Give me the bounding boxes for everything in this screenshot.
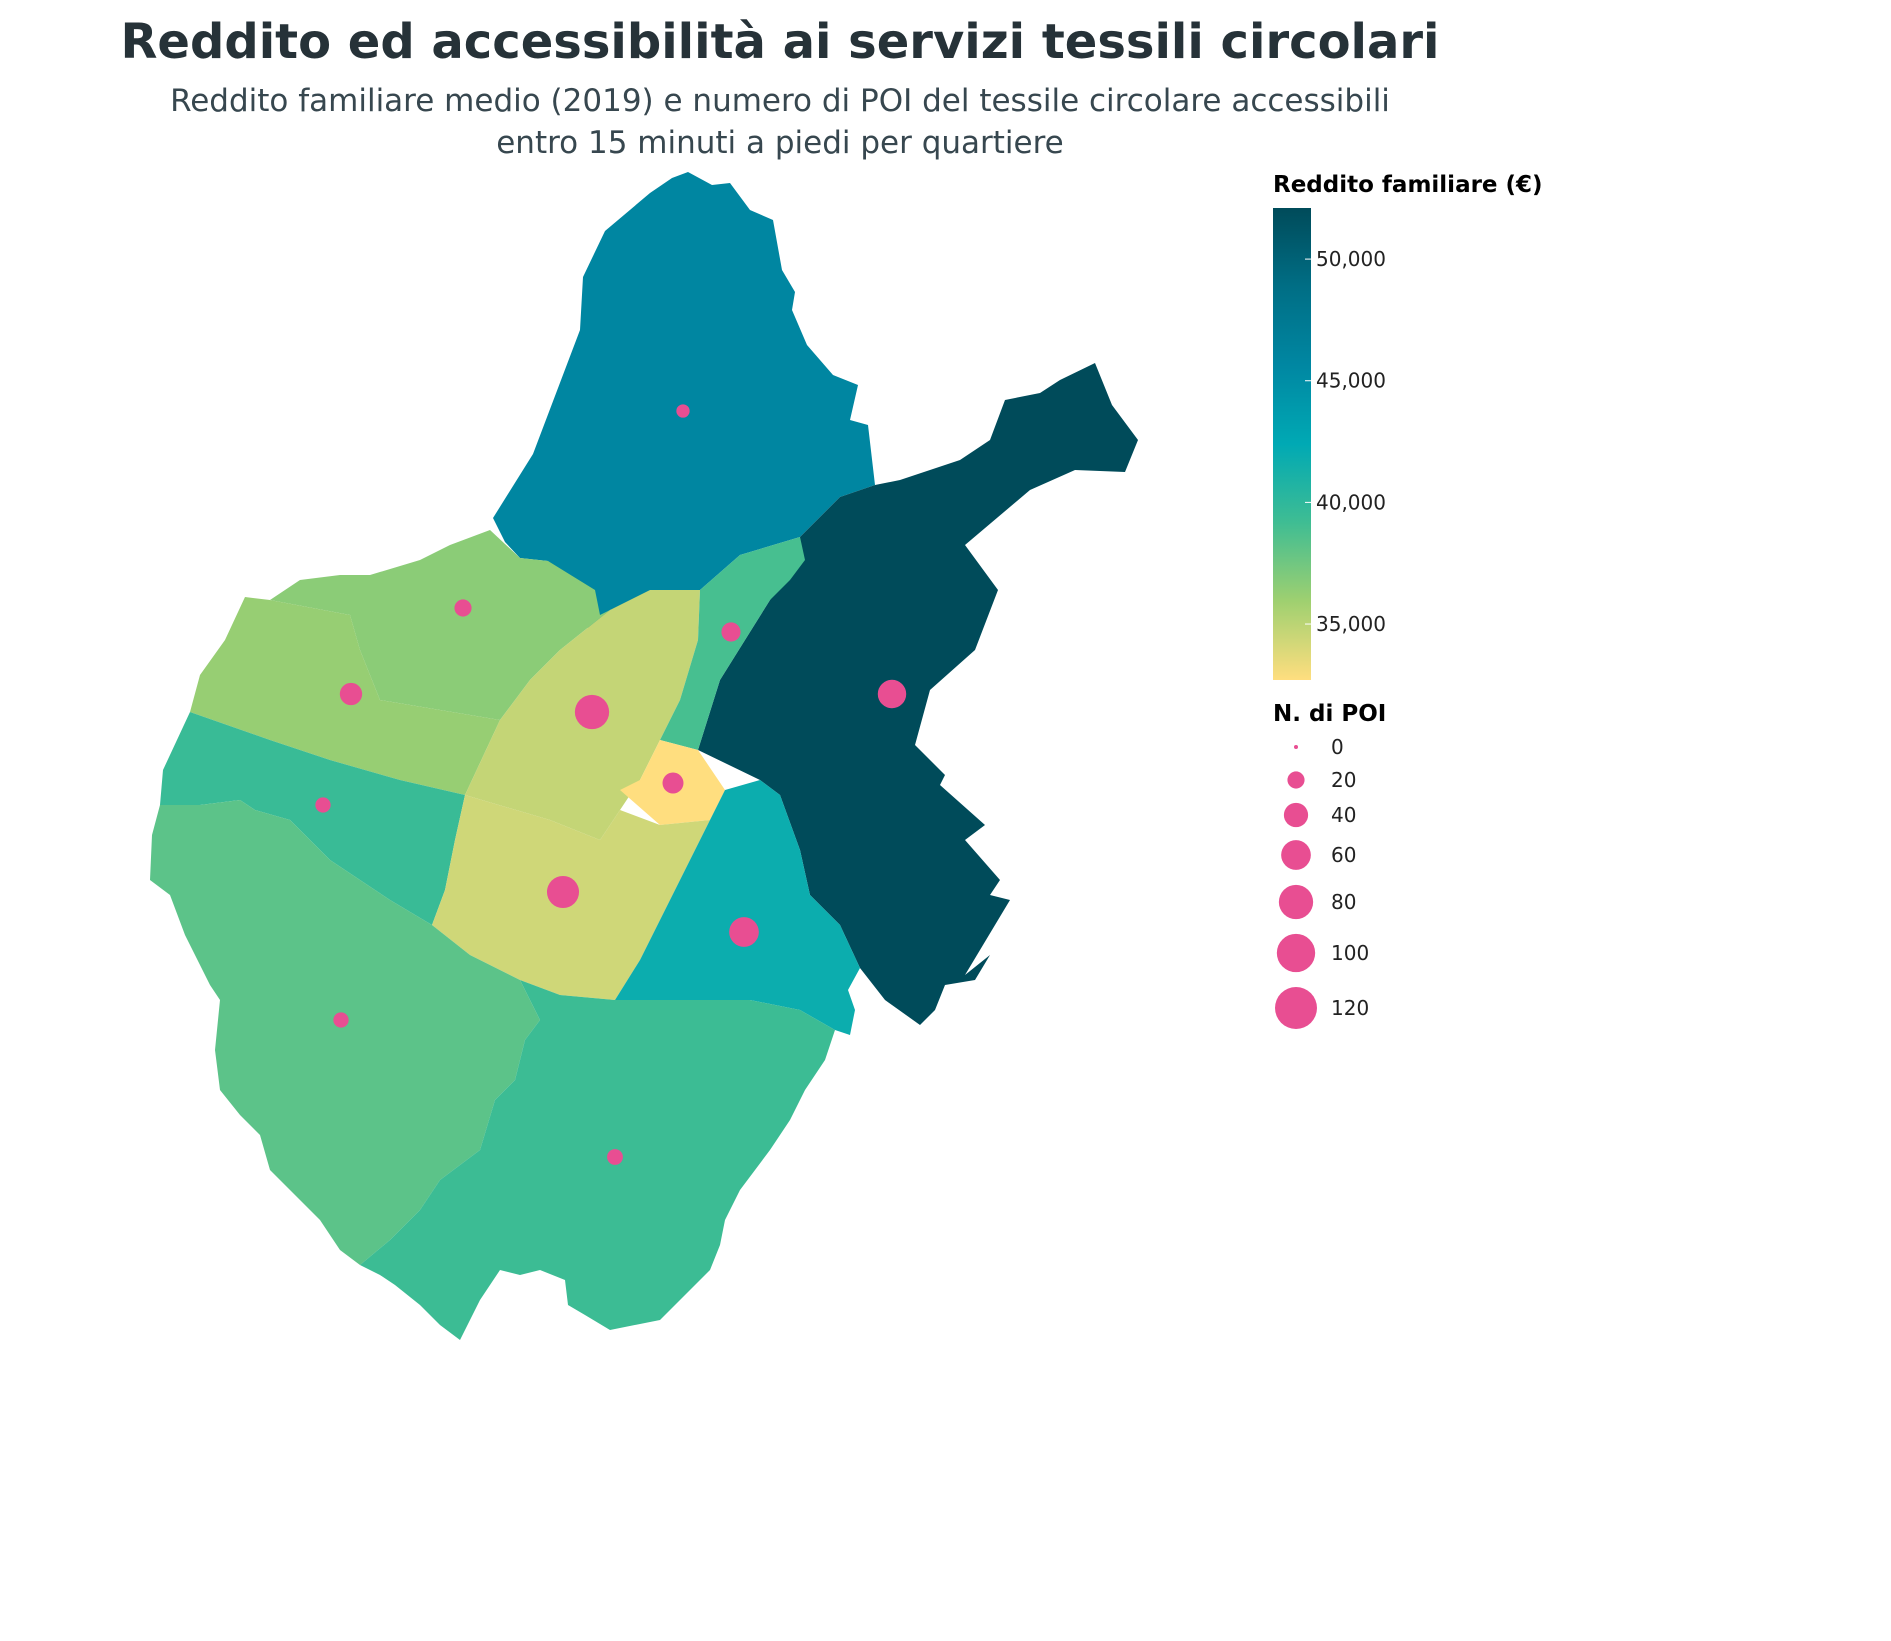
poi-legend-title: N. di POI	[1273, 701, 1386, 727]
income-tick-label: 40,000	[1316, 490, 1386, 514]
poi-legend-bubble	[1276, 933, 1316, 973]
poi-marker-center[interactable]	[662, 772, 684, 794]
poi-marker-center-north[interactable]	[574, 694, 610, 730]
poi-legend-bubble	[1281, 840, 1311, 870]
income-tick-label: 35,000	[1316, 612, 1386, 636]
poi-marker-southeast-mid[interactable]	[729, 917, 759, 947]
neighborhood-regions	[150, 172, 1138, 1340]
poi-marker-west[interactable]	[315, 797, 331, 813]
poi-marker-northwest-upper[interactable]	[454, 599, 472, 617]
income-legend: Reddito familiare (€) 50,000 45,000 40,000…	[1273, 172, 1543, 680]
poi-marker-southwest[interactable]	[333, 1012, 349, 1028]
poi-legend-bubble	[1287, 771, 1305, 789]
poi-legend-label: 80	[1331, 890, 1356, 914]
income-colorbar	[1273, 208, 1311, 680]
poi-legend: N. di POI 0 20 40 60 80 100 120	[1273, 701, 1386, 1029]
region-northwest-upper[interactable]	[270, 530, 610, 720]
poi-legend-label: 120	[1331, 996, 1369, 1020]
poi-legend-label: 20	[1331, 768, 1356, 792]
subtitle-line-1: Reddito familiare medio (2019) e numero …	[170, 83, 1390, 119]
poi-marker-center-south[interactable]	[546, 875, 580, 909]
region-west[interactable]	[160, 712, 465, 925]
map-subtitle: Reddito familiare medio (2019) e numero …	[0, 80, 1560, 164]
poi-legend-bubble	[1294, 745, 1298, 749]
map-title: Reddito ed accessibilità ai servizi tess…	[120, 14, 1440, 70]
subtitle-line-2: entro 15 minuti a piedi per quartiere	[496, 125, 1064, 161]
poi-legend-label: 60	[1331, 843, 1356, 867]
region-east[interactable]	[698, 363, 1138, 1025]
poi-legend-label: 40	[1331, 803, 1356, 827]
region-strip-northeast[interactable]	[660, 537, 805, 750]
poi-marker-east[interactable]	[877, 679, 907, 709]
region-south[interactable]	[360, 980, 835, 1340]
poi-marker-south[interactable]	[607, 1149, 623, 1165]
poi-marker-west-upper[interactable]	[339, 682, 363, 706]
poi-markers	[315, 404, 907, 1165]
region-southeast-mid[interactable]	[615, 780, 860, 1035]
income-tick-labels: 50,000 45,000 40,000 35,000	[1305, 247, 1386, 636]
income-tick-label: 50,000	[1316, 247, 1386, 271]
poi-legend-items: 0 20 40 60 80 100 120	[1275, 735, 1369, 1029]
poi-legend-bubble	[1275, 987, 1317, 1029]
poi-legend-label: 0	[1331, 735, 1344, 759]
region-southwest[interactable]	[150, 800, 540, 1265]
income-legend-title: Reddito familiare (€)	[1273, 172, 1543, 198]
poi-legend-label: 100	[1331, 941, 1369, 965]
poi-legend-bubble	[1283, 802, 1309, 828]
income-tick-label: 45,000	[1316, 369, 1386, 393]
poi-marker-strip-northeast[interactable]	[721, 622, 741, 642]
poi-marker-north[interactable]	[676, 404, 690, 418]
poi-legend-bubble	[1278, 884, 1314, 920]
